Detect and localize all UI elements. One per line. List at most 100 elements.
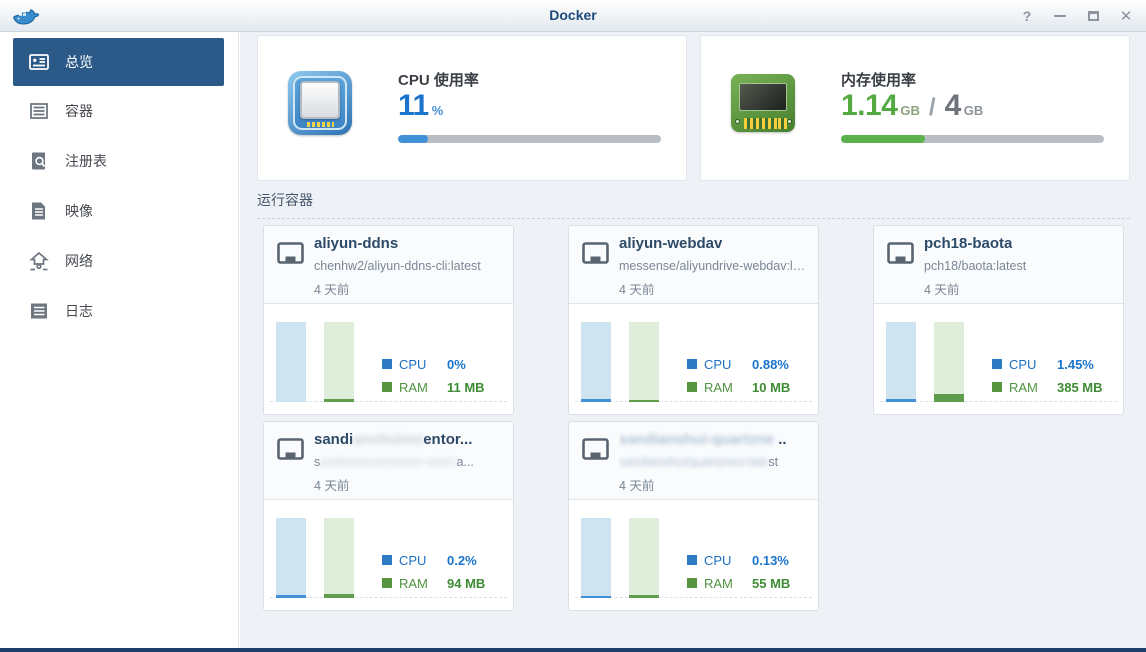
container-card-header: aliyun-webdav messense/aliyundrive-webda… bbox=[569, 226, 818, 304]
sidebar-item-containers[interactable]: 容器 bbox=[13, 87, 224, 135]
container-card-aliyun-webdav[interactable]: aliyun-webdav messense/aliyundrive-webda… bbox=[568, 225, 819, 415]
container-name: pch18-baota bbox=[924, 235, 1013, 252]
sidebar-item-label: 注册表 bbox=[65, 153, 107, 169]
help-icon[interactable]: ? bbox=[1022, 7, 1032, 24]
ram-bar-fill bbox=[629, 595, 659, 598]
minimize-glyph bbox=[1054, 14, 1066, 17]
chart-baseline bbox=[880, 401, 1117, 402]
container-card-sandianshui-quartzneo[interactable]: sandianshui-quartzne .. sandianshui/quar… bbox=[568, 421, 819, 611]
container-card-header: sandianshuimeentor... sandianshui/mentor… bbox=[264, 422, 513, 500]
cpu-chip-icon bbox=[288, 71, 352, 135]
cpu-legend-row: CPU 0.13% bbox=[687, 552, 789, 568]
window-title: Docker bbox=[549, 7, 597, 23]
ram-legend-swatch bbox=[687, 578, 697, 588]
container-created: 4 天前 bbox=[619, 479, 655, 493]
section-divider bbox=[257, 218, 1130, 219]
chart-baseline bbox=[575, 597, 812, 598]
ram-bar bbox=[934, 322, 964, 402]
sidebar-item-logs[interactable]: 日志 bbox=[13, 287, 224, 335]
ram-bar-fill bbox=[324, 594, 354, 598]
window-bottom-edge bbox=[0, 648, 1146, 652]
container-image: sandianshui/mentor-web:la... bbox=[314, 455, 474, 469]
ram-legend-value: 385 MB bbox=[1057, 379, 1103, 395]
cpu-percent: 11 bbox=[398, 89, 429, 122]
container-image: pch18/baota:latest bbox=[924, 259, 1027, 273]
container-name: sandianshui-quartzne .. bbox=[619, 431, 787, 448]
cpu-legend-value: 0.13% bbox=[752, 552, 789, 568]
ram-legend-label: RAM bbox=[704, 379, 733, 395]
chart-baseline bbox=[575, 401, 812, 402]
cpu-legend-swatch bbox=[687, 359, 697, 369]
image-icon bbox=[28, 200, 50, 222]
container-image: chenhw2/aliyun-ddns-cli:latest bbox=[314, 259, 481, 273]
chart-baseline bbox=[270, 597, 507, 598]
cpu-legend-swatch bbox=[382, 555, 392, 565]
memory-used-unit: GB bbox=[900, 103, 920, 118]
container-name: aliyun-webdav bbox=[619, 235, 723, 252]
cpu-legend-row: CPU 1.45% bbox=[992, 356, 1094, 372]
container-card-header: sandianshui-quartzne .. sandianshui/quar… bbox=[569, 422, 818, 500]
ram-legend-label: RAM bbox=[1009, 379, 1038, 395]
sidebar: 总览 容器 注册表 bbox=[0, 32, 239, 648]
ram-legend-row: RAM 10 MB bbox=[687, 379, 790, 395]
container-image: sandianshui/quartzneo:latest bbox=[619, 455, 779, 469]
ram-legend-value: 55 MB bbox=[752, 575, 791, 591]
maximize-icon[interactable] bbox=[1086, 8, 1100, 24]
memory-total-unit: GB bbox=[963, 103, 984, 118]
docker-whale-icon bbox=[13, 9, 40, 25]
container-card-aliyun-ddns[interactable]: aliyun-ddns chenhw2/aliyun-ddns-cli:late… bbox=[263, 225, 514, 415]
ram-legend-label: RAM bbox=[704, 575, 733, 591]
cpu-legend-value: 0.2% bbox=[447, 552, 477, 568]
ram-legend-row: RAM 385 MB bbox=[992, 379, 1103, 395]
ram-legend-row: RAM 11 MB bbox=[382, 379, 485, 395]
sidebar-item-label: 总览 bbox=[65, 54, 93, 70]
sidebar-item-label: 容器 bbox=[65, 103, 93, 119]
registry-icon bbox=[28, 150, 50, 172]
ram-bar-fill bbox=[934, 394, 964, 402]
cpu-legend-row: CPU 0% bbox=[382, 356, 466, 372]
log-icon bbox=[28, 300, 50, 322]
container-name: sandianshuimeentor... bbox=[314, 431, 473, 448]
ram-legend-value: 10 MB bbox=[752, 379, 791, 395]
cpu-legend-label: CPU bbox=[704, 356, 732, 372]
overview-icon bbox=[28, 51, 50, 73]
memory-total: 4 bbox=[944, 89, 962, 122]
memory-usage-card: 内存使用率 1.14 GB / 4 GB bbox=[700, 35, 1130, 181]
ram-legend-label: RAM bbox=[399, 379, 428, 395]
cpu-legend-label: CPU bbox=[399, 356, 427, 372]
close-icon[interactable]: ✕ bbox=[1119, 7, 1133, 25]
sidebar-item-images[interactable]: 映像 bbox=[13, 187, 224, 235]
cpu-legend-label: CPU bbox=[704, 552, 732, 568]
ram-chip-icon bbox=[731, 74, 795, 132]
cpu-legend-swatch bbox=[382, 359, 392, 369]
cpu-bar-fill bbox=[581, 399, 611, 402]
cpu-progress-fill bbox=[398, 135, 428, 143]
sidebar-item-registry[interactable]: 注册表 bbox=[13, 137, 224, 185]
cpu-usage-card: CPU 使用率 11 % bbox=[257, 35, 687, 181]
cpu-legend-swatch bbox=[992, 359, 1002, 369]
container-card-sandianshui-mentor[interactable]: sandianshuimeentor... sandianshui/mentor… bbox=[263, 421, 514, 611]
ram-bar bbox=[324, 322, 354, 402]
cpu-legend-value: 0% bbox=[447, 356, 466, 372]
ram-legend-swatch bbox=[687, 382, 697, 392]
cpu-bar-fill bbox=[276, 595, 306, 598]
cpu-usage-title: CPU 使用率 bbox=[398, 72, 479, 89]
container-created: 4 天前 bbox=[314, 283, 350, 297]
main-content: CPU 使用率 11 % 内存使用率 1.14 GB / 4 GB 运行容器 bbox=[240, 32, 1146, 648]
ram-bar bbox=[629, 518, 659, 598]
cpu-bar bbox=[276, 322, 306, 402]
cpu-bar bbox=[886, 322, 916, 402]
sidebar-item-label: 网络 bbox=[65, 253, 93, 269]
container-created: 4 天前 bbox=[619, 283, 655, 297]
container-created: 4 天前 bbox=[314, 479, 350, 493]
ram-legend-swatch bbox=[992, 382, 1002, 392]
cpu-bar-fill bbox=[581, 596, 611, 598]
sidebar-item-network[interactable]: 网络 bbox=[13, 237, 224, 285]
sidebar-item-label: 日志 bbox=[65, 303, 93, 319]
container-card-pch18-baota[interactable]: pch18-baota pch18/baota:latest 4 天前 CPU 1… bbox=[873, 225, 1124, 415]
sidebar-item-overview[interactable]: 总览 bbox=[13, 38, 224, 86]
cpu-legend-value: 1.45% bbox=[1057, 356, 1094, 372]
minimize-icon[interactable] bbox=[1053, 8, 1067, 24]
cpu-legend-label: CPU bbox=[1009, 356, 1037, 372]
memory-progress-bar bbox=[841, 135, 1104, 143]
